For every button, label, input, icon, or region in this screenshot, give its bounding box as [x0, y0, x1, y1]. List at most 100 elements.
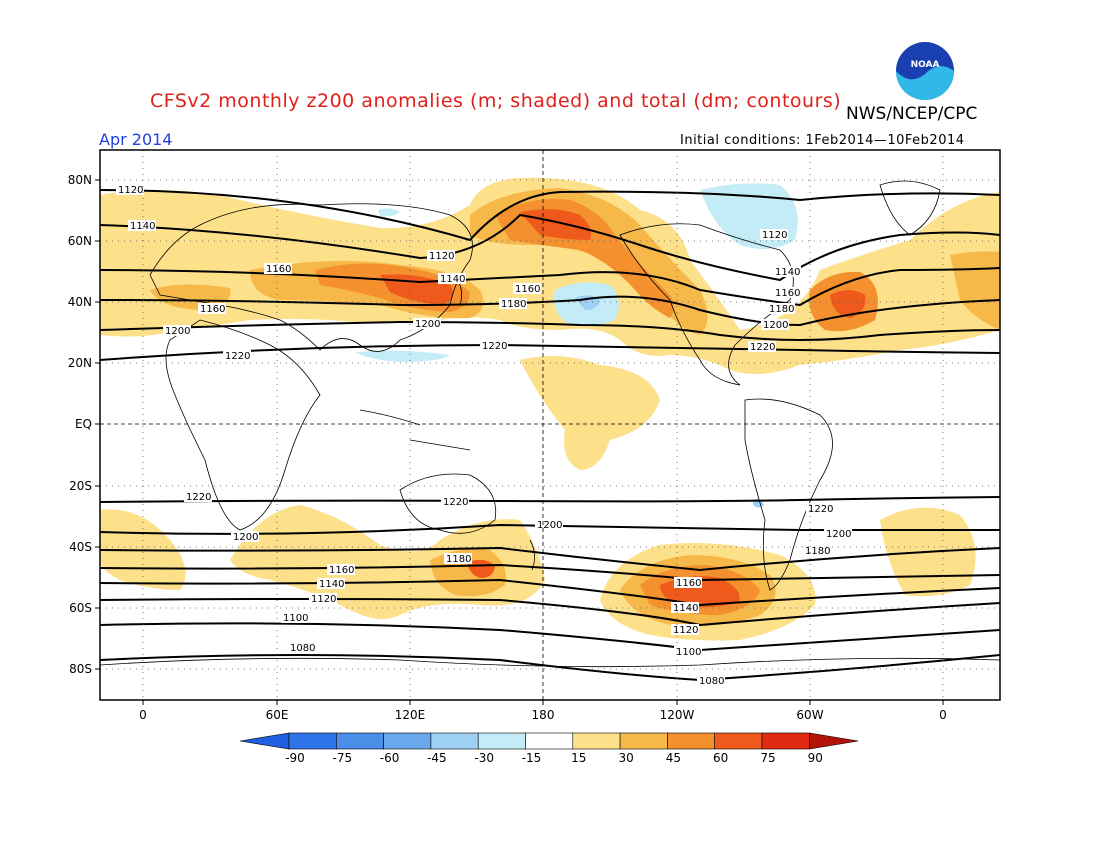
logo-text: NOAA	[911, 60, 940, 70]
anomaly-region	[950, 251, 1000, 330]
contour-line	[100, 598, 1000, 627]
coastline-south-america	[744, 398, 833, 591]
contour-label-bg	[264, 263, 292, 274]
contour-label: 1080	[290, 643, 315, 654]
contour-label: 1160	[775, 288, 800, 299]
contour-label: 1140	[130, 221, 155, 232]
contour-label: 1100	[676, 647, 701, 658]
forecast-month: Apr 2014	[99, 130, 173, 149]
contour-label: 1200	[537, 520, 562, 531]
colorbar-label: 60	[713, 751, 728, 765]
anomaly-region	[520, 356, 660, 470]
grid-lines	[100, 150, 1000, 700]
anomaly-shading	[100, 177, 1000, 641]
contour-line	[100, 622, 1000, 652]
colorbar-arrow-left	[239, 732, 290, 750]
colorbar-label: -75	[332, 751, 352, 765]
colorbar-label: 15	[571, 751, 586, 765]
colorbar: -90 -75 -60 -45 -30 -15 15 30 45 60 75 90	[239, 732, 859, 765]
coastline-greenland	[879, 180, 941, 236]
lat-label: 80N	[68, 173, 92, 187]
contour-label-bg	[163, 325, 191, 336]
contour-label: 1200	[165, 326, 190, 337]
contour-label: 1220	[225, 351, 250, 362]
contour-label-bg	[697, 675, 725, 686]
contour-label-bg	[413, 318, 441, 329]
longitude-labels: 0 60E 120E 180 120W 60W 0	[139, 708, 947, 722]
colorbar-swatch	[383, 732, 432, 750]
contour-label-bg	[806, 503, 834, 514]
contour-label-bg	[116, 184, 144, 195]
anomaly-region	[355, 350, 450, 362]
colorbar-label: -90	[285, 751, 305, 765]
colorbar-label: 75	[760, 751, 775, 765]
contour-label: 1180	[769, 304, 794, 315]
colorbar-swatch	[761, 732, 810, 750]
contour-label-bg	[773, 266, 801, 277]
contour-label: 1220	[482, 341, 507, 352]
anomaly-region	[378, 208, 400, 217]
colorbar-label: 90	[808, 751, 823, 765]
lat-label: EQ	[75, 417, 92, 431]
contour-label-bg	[760, 229, 788, 240]
colorbar-label: -45	[427, 751, 447, 765]
contour-label: 1120	[429, 251, 454, 262]
logo-wave	[896, 66, 954, 100]
contour-label-bg	[317, 578, 345, 589]
colorbar-swatch	[477, 732, 526, 750]
contour-label-bg	[438, 273, 466, 284]
contour-label: 1160	[266, 264, 291, 275]
contour-label: 1140	[440, 274, 465, 285]
lat-label: 40N	[68, 295, 92, 309]
contour-label-bg	[427, 250, 455, 261]
contour-line	[100, 213, 1000, 282]
colorbar-swatch	[619, 732, 668, 750]
agency-label: NWS/NCEP/CPC	[846, 104, 978, 124]
contour-label: 1180	[805, 546, 830, 557]
contour-label: 1220	[443, 497, 468, 508]
coastline-north-america	[619, 223, 794, 386]
contour-label: 1200	[233, 532, 258, 543]
contour-label: 1220	[750, 342, 775, 353]
colorbar-swatch	[667, 732, 716, 750]
contour-label-bg	[444, 553, 472, 564]
lat-label: 60N	[68, 234, 92, 248]
axis-ticks	[95, 179, 944, 705]
contour-label-bg	[803, 545, 831, 556]
contour-line	[100, 496, 1000, 503]
contour-line	[100, 563, 1000, 582]
lat-label: 40S	[69, 540, 92, 554]
contour-label-bg	[281, 612, 309, 623]
colorbar-label: -15	[522, 751, 542, 765]
height-contours	[100, 189, 1000, 682]
contour-label: 1160	[329, 565, 354, 576]
colorbar-swatch	[288, 732, 337, 750]
colorbar-swatch	[714, 732, 763, 750]
contour-label-bg	[288, 642, 316, 653]
contour-label-bg	[128, 220, 156, 231]
coastline-australia	[399, 473, 497, 534]
anomaly-region	[830, 290, 866, 318]
contour-label: 1120	[673, 625, 698, 636]
colorbar-swatch	[430, 732, 479, 750]
contour-label-bg	[309, 593, 337, 604]
contour-label: 1140	[673, 603, 698, 614]
noaa-logo: NOAA	[896, 42, 954, 100]
contour-label-bg	[198, 303, 226, 314]
map-frame	[99, 149, 1001, 701]
contour-label: 1220	[186, 492, 211, 503]
contour-label-bg	[535, 519, 563, 530]
colorbar-label: 45	[666, 751, 681, 765]
contour-label-bg	[674, 646, 702, 657]
lat-label: 20N	[68, 356, 92, 370]
colorbar-label: -30	[474, 751, 494, 765]
contour-label: 1160	[515, 284, 540, 295]
contour-label-bg	[499, 298, 527, 309]
contour-line	[100, 546, 1000, 572]
colorbar-swatch	[572, 732, 621, 750]
contour-label-bg	[513, 283, 541, 294]
colorbar-arrow-right	[808, 732, 859, 750]
contour-label-bg	[674, 577, 702, 588]
chart-title: CFSv2 monthly z200 anomalies (m; shaded)…	[150, 90, 842, 112]
